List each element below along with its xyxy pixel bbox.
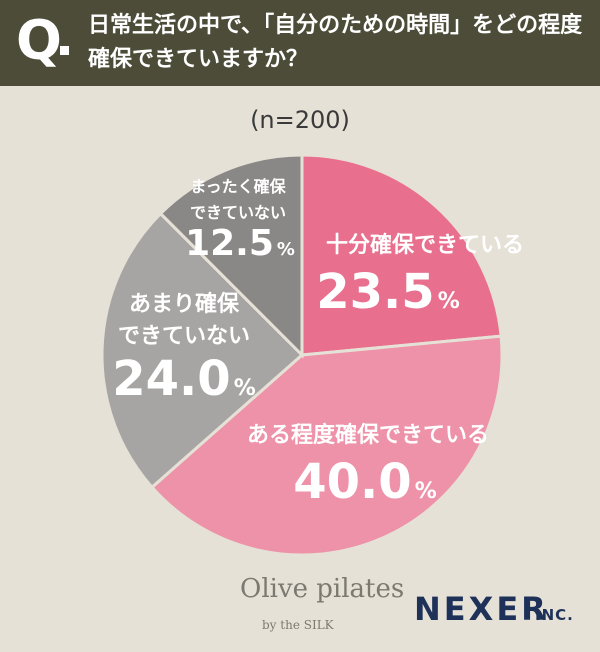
slice-value-1: 23.5%: [316, 264, 459, 320]
question-text: 日常生活の中で、「自分のための時間」をどの程度 確保できていますか？: [88, 9, 593, 77]
nexer-inc-label: INC.: [535, 606, 574, 624]
question-header: Q 日常生活の中で、「自分のための時間」をどの程度 確保できていますか？: [0, 0, 600, 86]
slice-label-3-line-2: できていない: [118, 324, 250, 349]
slice-label-3-line-1: あまり確保: [129, 291, 240, 317]
slice-label-4-line-1: まったく確保: [190, 177, 286, 196]
question-line-2: 確保できていますか？: [88, 47, 309, 72]
slice-value-4: 12.5%: [185, 223, 295, 264]
pie-slice-3: [100, 211, 305, 490]
pie-slice-2: [149, 334, 504, 557]
slice-label-2: ある程度確保できている: [247, 422, 489, 448]
slice-label-1: 十分確保できている: [326, 232, 524, 258]
slice-label-4-line-2: できていない: [190, 203, 286, 222]
sample-size-label: (n=200): [250, 106, 350, 134]
olive-pilates-logo: Olive pilates: [240, 574, 405, 604]
q-mark: Q: [16, 9, 62, 72]
pie-slice-1: [300, 153, 503, 357]
question-line-1: 日常生活の中で、「自分のための時間」をどの程度: [88, 13, 583, 38]
q-dot-icon: [60, 46, 69, 55]
slice-value-3: 24.0%: [112, 351, 255, 407]
olive-pilates-tagline: by the SILK: [262, 618, 334, 632]
nexer-logo: NEXER: [414, 590, 549, 628]
pie-slice-4: [158, 153, 304, 359]
slice-value-2: 40.0%: [293, 454, 436, 510]
